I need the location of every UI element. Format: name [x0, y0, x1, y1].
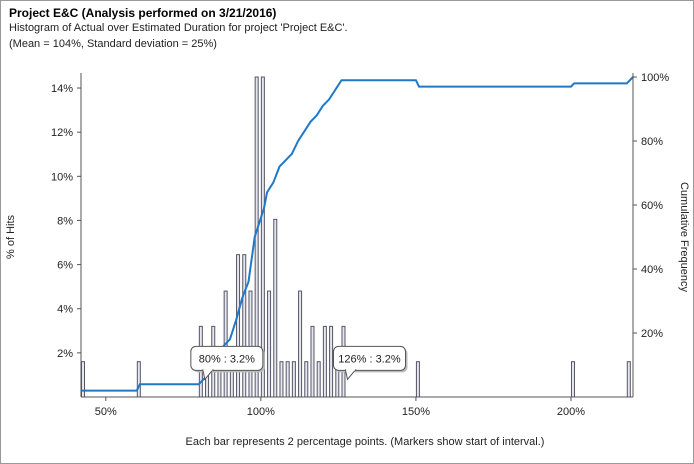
y-tick-label: 4%	[57, 304, 73, 316]
histogram-bar	[304, 361, 309, 398]
histogram-bar	[267, 290, 272, 398]
histogram-bar	[316, 361, 321, 398]
x-axis-title: Each bar represents 2 percentage points.…	[186, 436, 545, 448]
y-tick-label: 6%	[57, 260, 73, 272]
histogram-bar	[285, 361, 290, 398]
histogram-bar	[242, 254, 247, 398]
histogram-bar	[310, 325, 315, 398]
y2-tick-label: 60%	[641, 200, 663, 212]
callouts-layer: 80% : 3.2% 126% : 3.2%	[190, 345, 408, 381]
y-tick-label: 14%	[51, 83, 73, 95]
y2-tick-label: 20%	[641, 328, 663, 340]
y2-tick-label: 80%	[641, 136, 663, 148]
histogram-bar	[298, 290, 303, 398]
callout-pointer	[344, 369, 357, 381]
histogram-bar	[570, 361, 575, 398]
histogram-bar	[273, 218, 278, 398]
y-tick-label: 8%	[57, 215, 73, 227]
callout-label: 126% : 3.2%	[338, 353, 401, 365]
callout-box	[332, 345, 406, 371]
histogram-bar	[626, 361, 631, 398]
y-tick-label: 10%	[51, 171, 73, 183]
histogram-bar	[291, 361, 296, 398]
y-tick-label: 2%	[57, 348, 73, 360]
y2-tick-label: 100%	[641, 72, 669, 84]
y2-tick-label: 40%	[641, 264, 663, 276]
callout-label: 80% : 3.2%	[199, 353, 255, 365]
histogram-bar	[415, 361, 420, 398]
histogram-bar	[329, 325, 334, 398]
histogram-bar	[81, 361, 85, 398]
x-tick-label: 200%	[557, 406, 585, 418]
chart-stats: (Mean = 104%, Standard deviation = 25%)	[9, 38, 217, 50]
histogram-bar	[279, 361, 284, 398]
chart-title: Project E&C (Analysis performed on 3/21/…	[9, 6, 277, 20]
cumulative-frequency-line	[81, 76, 634, 392]
x-tick-label: 50%	[95, 406, 117, 418]
chart-subtitle: Histogram of Actual over Estimated Durat…	[9, 22, 348, 34]
y2-axis-title: Cumulative Frequency	[678, 182, 690, 293]
histogram-bar	[136, 361, 141, 398]
histogram-bar	[248, 290, 253, 398]
histogram-bar	[236, 254, 241, 398]
x-tick-label: 150%	[402, 406, 430, 418]
axes-layer: 50% 100% 150% 200% 2% 4% 6% 8% 10% 12% 14% 20% 40% 60…	[5, 72, 690, 448]
y-axis-title: % of Hits	[5, 214, 17, 259]
histogram-bar	[322, 325, 327, 398]
x-tick-label: 100%	[247, 406, 275, 418]
callout-box	[190, 345, 264, 371]
cumulative-layer	[81, 76, 634, 392]
y-tick-label: 12%	[51, 127, 73, 139]
